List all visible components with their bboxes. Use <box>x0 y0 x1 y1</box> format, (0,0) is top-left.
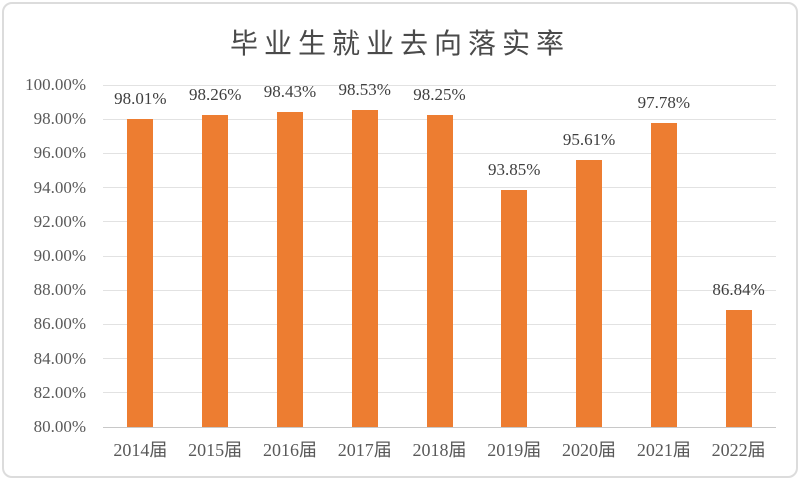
data-label-2017届: 98.53% <box>338 80 391 100</box>
y-axis-tick-label: 84.00% <box>33 348 86 368</box>
bar-2020届 <box>576 160 603 427</box>
bar-2017届 <box>351 110 378 427</box>
y-axis-tick-label: 88.00% <box>33 280 86 300</box>
bar-2016届 <box>276 111 303 427</box>
x-axis-tick-label: 2017届 <box>337 440 392 460</box>
x-axis-tick-label: 2018届 <box>412 440 467 460</box>
x-axis-tick-label: 2014届 <box>113 440 168 460</box>
bar-2019届 <box>501 190 528 427</box>
bar-2022届 <box>725 310 752 427</box>
y-axis-tick-label: 94.00% <box>33 177 86 197</box>
bar-2015届 <box>202 114 229 427</box>
data-label-2014届: 98.01% <box>114 89 167 109</box>
y-axis-tick-label: 98.00% <box>33 109 86 129</box>
x-axis-tick-label: 2022届 <box>711 440 766 460</box>
y-axis-tick-label: 80.00% <box>33 417 86 436</box>
data-label-2022届: 86.84% <box>712 280 765 300</box>
data-label-2019届: 93.85% <box>488 160 541 180</box>
y-axis-tick-label: 86.00% <box>33 314 86 334</box>
data-label-2015届: 98.26% <box>188 84 242 104</box>
y-axis-tick-label: 82.00% <box>33 382 86 402</box>
x-axis-tick-label: 2019届 <box>487 440 542 460</box>
data-label-2018届: 98.25% <box>413 84 466 104</box>
data-label-2016届: 98.43% <box>263 81 317 101</box>
y-axis-tick-label: 100.00% <box>25 75 86 94</box>
bar-2018届 <box>426 114 453 427</box>
bar-2014届 <box>127 119 154 427</box>
x-axis-tick-label: 2021届 <box>636 440 691 460</box>
chart-title: 毕业生就业去向落实率 <box>229 29 570 60</box>
x-axis-tick-label: 2016届 <box>262 440 317 460</box>
y-axis-tick-label: 96.00% <box>33 143 86 163</box>
x-axis-line <box>103 426 776 428</box>
bar-2021届 <box>650 122 677 427</box>
y-axis-tick-label: 92.00% <box>33 211 86 231</box>
x-axis-tick-label: 2015届 <box>188 440 243 460</box>
data-label-2021届: 97.78% <box>637 92 691 112</box>
data-label-2020届: 95.61% <box>562 130 616 150</box>
y-axis-tick-label: 90.00% <box>33 246 86 265</box>
x-axis-tick-label: 2020届 <box>562 440 617 460</box>
gridline <box>103 84 776 86</box>
